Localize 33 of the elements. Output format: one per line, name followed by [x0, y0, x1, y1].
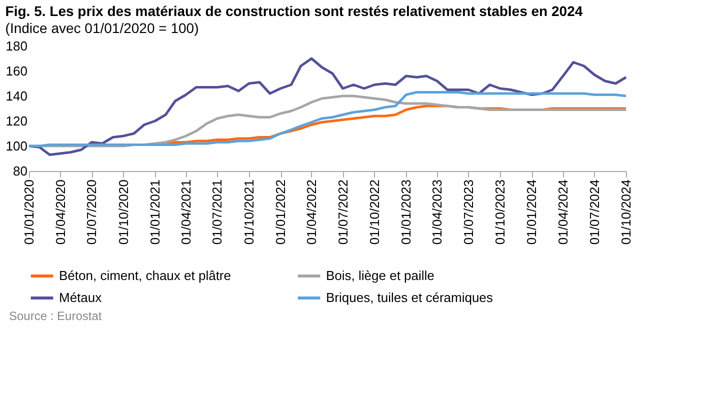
x-tick-label: 01/01/2023	[398, 180, 414, 245]
x-tick-label: 01/07/2020	[84, 180, 100, 245]
x-tick-label: 01/01/2020	[22, 180, 36, 245]
source-note: Source : Eurostat	[9, 309, 102, 323]
legend-label: Métaux	[59, 290, 102, 305]
x-tick-label: 01/07/2021	[210, 180, 225, 245]
y-tick-label: 120	[6, 114, 28, 128]
x-tick-label: 01/10/2023	[492, 180, 508, 245]
chart-title: Fig. 5. Les prix des matériaux de construction sont restés relativement stables en 2024	[5, 3, 583, 19]
x-tick-label: 01/04/2021	[178, 180, 194, 245]
y-tick-label: 140	[6, 88, 28, 104]
x-tick-label: 01/01/2024	[524, 180, 540, 245]
y-tick-label: 160	[6, 64, 28, 78]
x-tick-label: 01/04/2020	[52, 180, 68, 245]
legend-label: Béton, ciment, chaux et plâtre	[59, 268, 231, 283]
x-tick-label: 01/10/2021	[241, 180, 256, 245]
legend-label: Briques, tuiles et céramiques	[326, 290, 494, 305]
x-tick-label: 01/04/2024	[556, 180, 571, 245]
x-tick-label: 01/10/2020	[116, 180, 131, 245]
x-tick-label: 01/01/2021	[147, 180, 162, 245]
x-tick-label: 01/07/2023	[460, 180, 476, 245]
x-tick-label: 01/10/2024	[618, 180, 634, 245]
legend-label: Bois, liège et paille	[326, 268, 434, 283]
x-tick-label: 01/10/2022	[366, 180, 382, 245]
x-tick-label: 01/07/2022	[335, 180, 350, 245]
y-tick-label: 100	[6, 138, 28, 154]
x-tick-label: 01/07/2024	[586, 180, 602, 245]
y-tick-label: 180	[6, 38, 28, 54]
chart-subtitle: (Indice avec 01/01/2020 = 100)	[5, 20, 199, 36]
x-tick-label: 01/04/2023	[430, 180, 445, 245]
y-tick-label: 80	[13, 164, 28, 178]
x-tick-label: 01/01/2022	[273, 180, 288, 245]
x-tick-label: 01/04/2022	[304, 180, 319, 245]
